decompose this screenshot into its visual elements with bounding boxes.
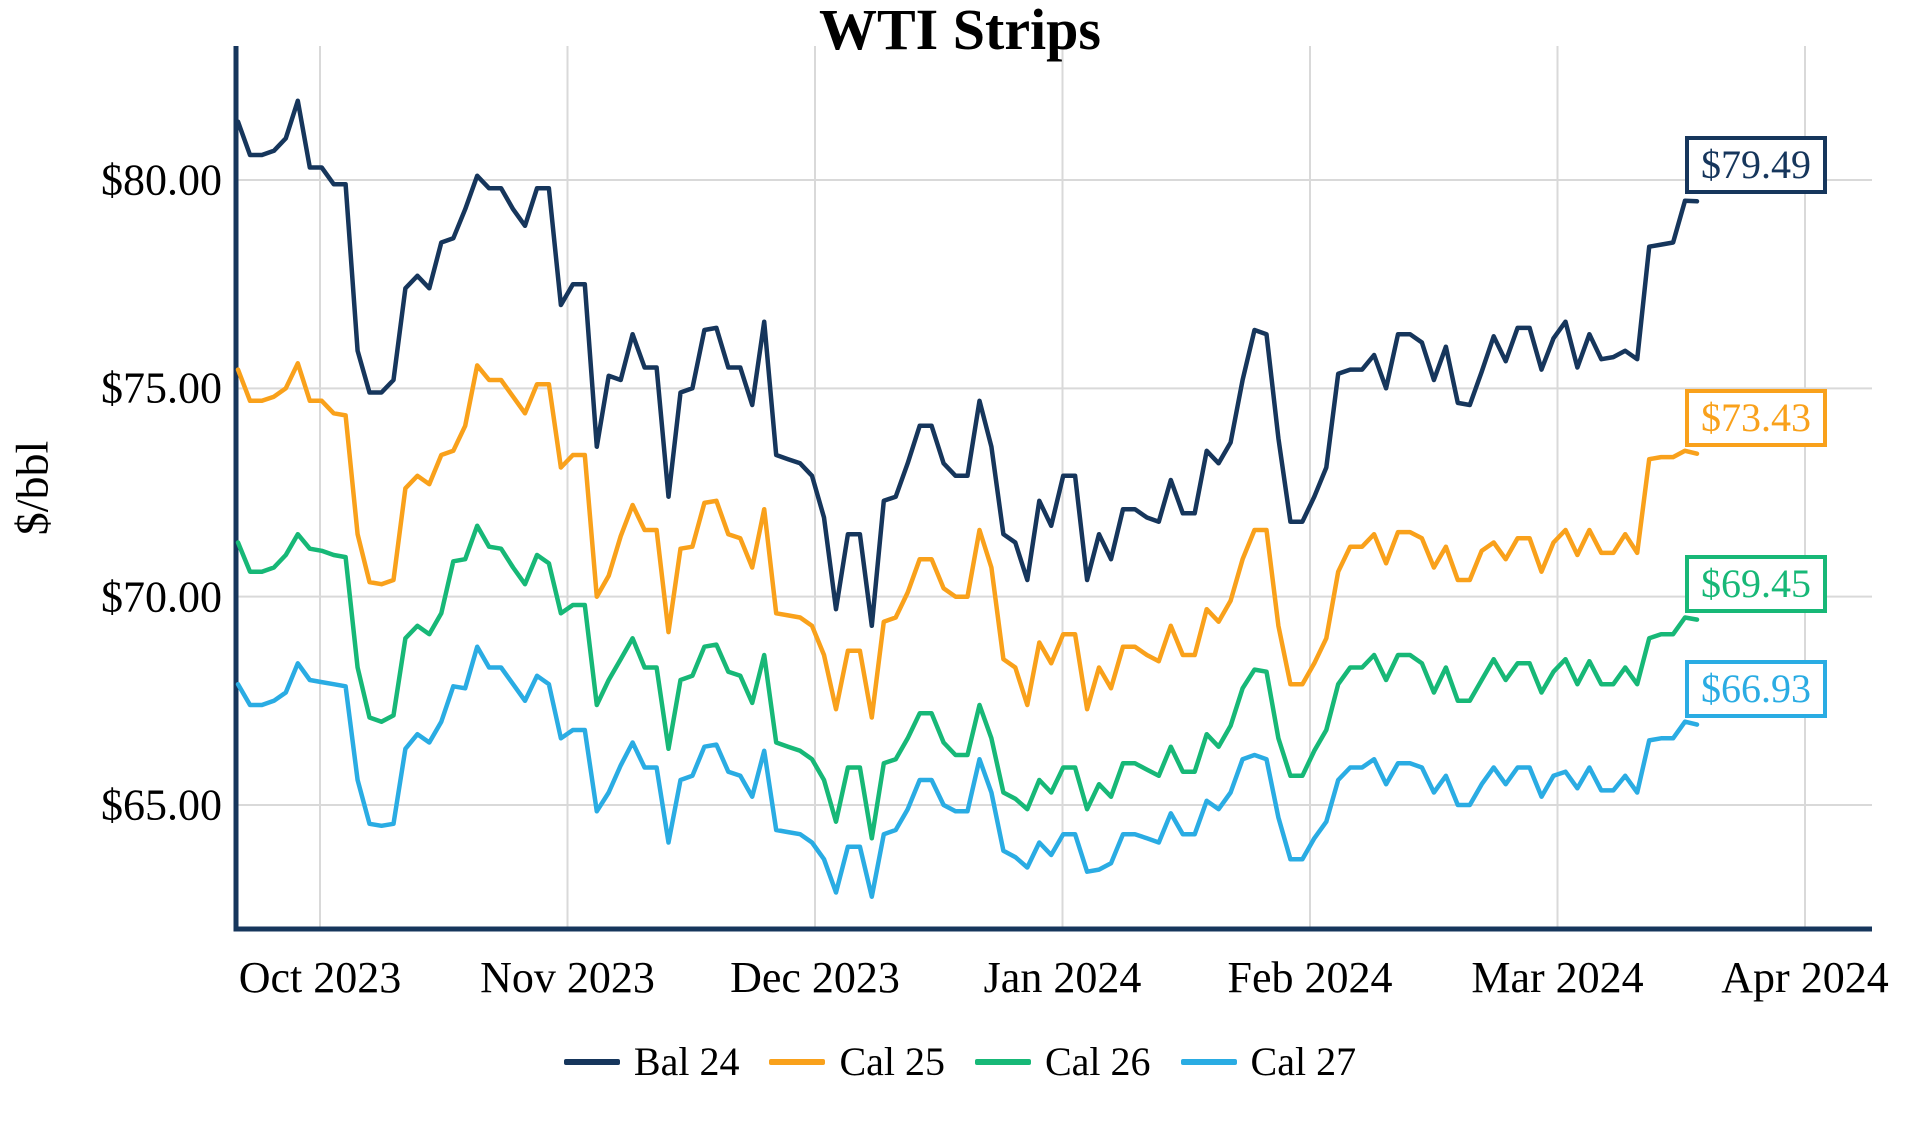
y-axis-label: $/bbl — [6, 440, 58, 536]
chart-title: WTI Strips — [818, 0, 1101, 62]
y-axis-tick: $80.00 — [101, 155, 222, 205]
x-axis-tick: Feb 2024 — [1227, 953, 1393, 1002]
legend-swatch-cal-26 — [975, 1058, 1031, 1065]
legend-label: Cal 25 — [839, 1039, 945, 1084]
legend-swatch-cal-27 — [1180, 1058, 1237, 1065]
x-axis-tick: Nov 2023 — [480, 953, 655, 1002]
legend-item-cal-27: Cal 27 — [1180, 1038, 1357, 1085]
y-axis-tick: $75.00 — [101, 363, 222, 413]
legend-swatch-cal-25 — [769, 1058, 826, 1065]
legend-label: Bal 24 — [633, 1039, 740, 1084]
y-axis-tick: $65.00 — [101, 780, 222, 830]
y-axis-tick: $70.00 — [101, 572, 222, 622]
series-line-cal-25 — [235, 361, 1700, 720]
series-line-bal-24 — [235, 98, 1700, 629]
legend-label: Cal 26 — [1045, 1039, 1151, 1084]
series-line-cal-26 — [235, 523, 1700, 841]
x-axis-tick: Dec 2023 — [730, 953, 900, 1002]
x-axis-tick: Oct 2023 — [238, 953, 402, 1002]
series-line-cal-27 — [235, 644, 1700, 899]
legend-swatch-bal-24 — [563, 1058, 620, 1065]
legend-item-cal-25: Cal 25 — [769, 1038, 945, 1085]
end-value-label-cal-25: $73.43 — [1685, 388, 1827, 447]
legend-label: Cal 27 — [1250, 1039, 1357, 1084]
x-axis-tick: Apr 2024 — [1721, 953, 1889, 1002]
x-axis-tick: Jan 2024 — [983, 953, 1142, 1002]
end-value-label-bal-24: $79.49 — [1685, 136, 1827, 195]
x-axis-tick: Mar 2024 — [1471, 953, 1644, 1002]
legend-item-cal-26: Cal 26 — [975, 1038, 1151, 1085]
legend-item-bal-24: Bal 24 — [563, 1038, 740, 1085]
end-value-label-cal-27: $66.93 — [1685, 659, 1827, 718]
legend: Bal 24 Cal 25 Cal 26 Cal 27 — [0, 1038, 1920, 1085]
end-value-label-cal-26: $69.45 — [1685, 554, 1827, 613]
